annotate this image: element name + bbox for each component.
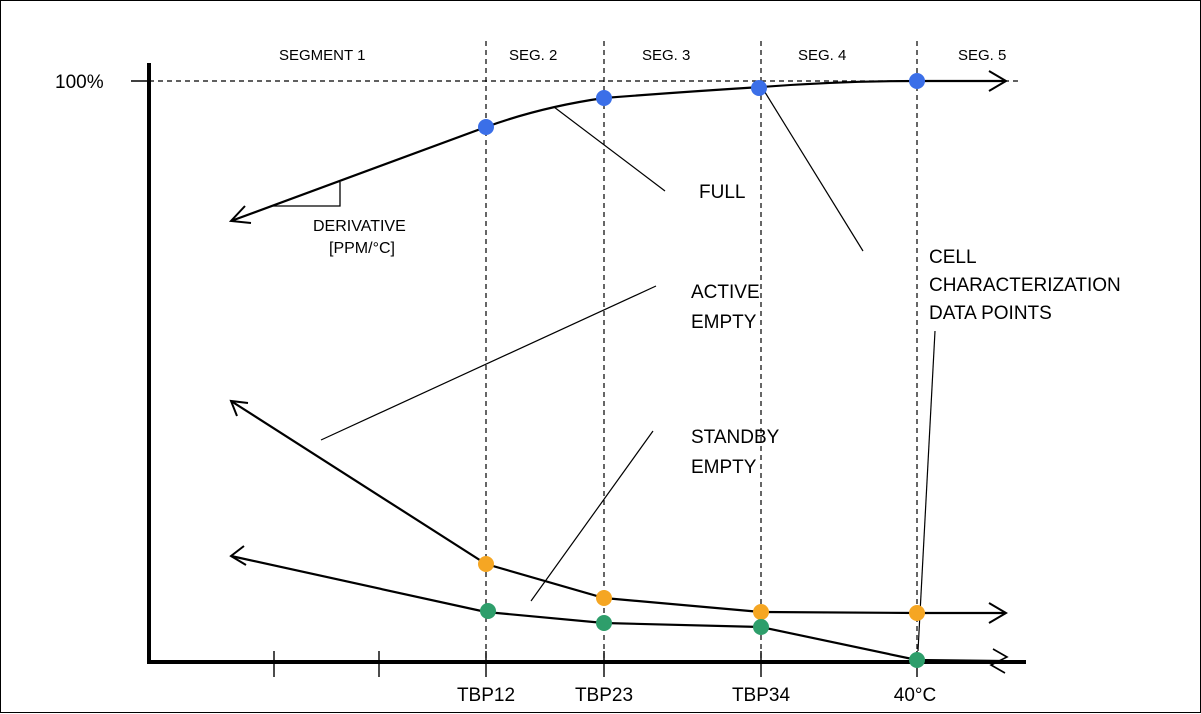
full-curve-right-arrowhead xyxy=(988,70,1008,92)
active-empty-label-line2: EMPTY xyxy=(691,312,757,333)
x-tick-label-tbp34: TBP34 xyxy=(732,685,791,706)
standby-empty-curve xyxy=(230,554,1002,663)
derivative-label: DERIVATIVE xyxy=(313,218,406,235)
full-curve-left-arrowhead xyxy=(228,205,252,224)
standby-empty-leader-line xyxy=(530,430,654,602)
x-tick-label-40c: 40°C xyxy=(894,685,936,706)
cell-points-label-line2: CHARACTERIZATION xyxy=(929,275,1121,296)
active-empty-label-line1: ACTIVE xyxy=(691,282,760,303)
active-empty-leader-line xyxy=(320,285,657,441)
segment-2-label: SEG. 2 xyxy=(509,47,557,64)
cell-points-leader-line-2 xyxy=(917,330,936,652)
standby-empty-left-arrowhead xyxy=(229,545,247,566)
full-curve xyxy=(230,79,1006,223)
segment-1-label: SEGMENT 1 xyxy=(279,47,365,64)
standby-empty-label-line2: EMPTY xyxy=(691,457,757,478)
full-leader-line xyxy=(553,106,666,192)
active-empty-curve xyxy=(230,400,1006,615)
segment-5-label: SEG. 5 xyxy=(958,47,1006,64)
cell-points-label-line1: CELL xyxy=(929,247,977,268)
derivative-triangle xyxy=(273,182,341,207)
active-empty-data-point xyxy=(909,605,925,621)
derivative-unit-label: [PPM/°C] xyxy=(329,240,395,257)
standby-empty-data-point xyxy=(909,652,925,668)
full-data-point xyxy=(478,119,494,135)
standby-empty-data-point xyxy=(753,619,769,635)
y-axis-100-label: 100% xyxy=(55,72,104,93)
full-data-point xyxy=(909,73,925,89)
active-empty-data-point xyxy=(753,604,769,620)
full-data-point xyxy=(751,80,767,96)
standby-empty-data-point xyxy=(596,615,612,631)
active-empty-right-arrowhead xyxy=(988,602,1008,624)
cell-points-label-line3: DATA POINTS xyxy=(929,303,1052,324)
segment-4-label: SEG. 4 xyxy=(798,47,846,64)
full-data-point xyxy=(596,90,612,106)
active-empty-data-point xyxy=(596,590,612,606)
full-label: FULL xyxy=(699,182,745,203)
segment-3-label: SEG. 3 xyxy=(642,47,690,64)
standby-empty-data-point xyxy=(480,603,496,619)
active-empty-data-point xyxy=(478,556,494,572)
standby-empty-label-line1: STANDBY xyxy=(691,427,780,448)
x-tick-label-tbp23: TBP23 xyxy=(575,685,633,706)
cell-points-leader-line-1 xyxy=(762,88,864,252)
x-tick-label-tbp12: TBP12 xyxy=(457,685,515,706)
active-empty-left-arrowhead xyxy=(229,399,249,417)
